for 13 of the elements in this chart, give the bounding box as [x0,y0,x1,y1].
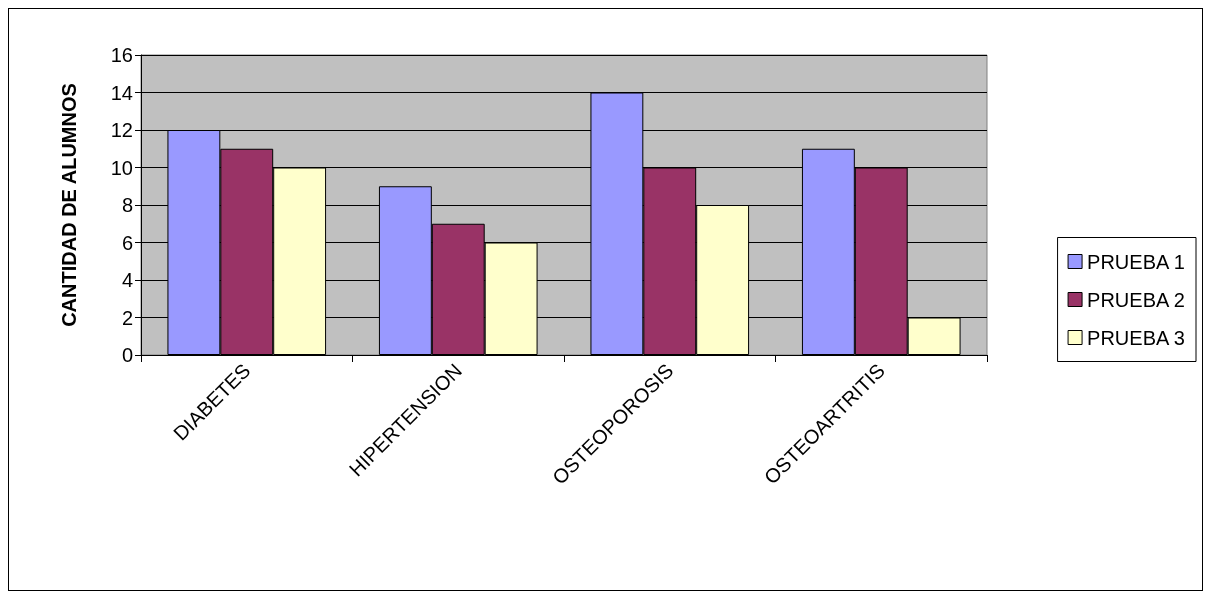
y-tick-label: 16 [110,44,133,66]
y-axis-title: CANTIDAD DE ALUMNOS [58,83,80,327]
y-tick-label: 4 [121,269,133,291]
legend-label: PRUEBA 3 [1087,326,1185,349]
y-tick-label: 14 [110,81,133,104]
y-tick-label: 2 [121,306,133,329]
y-tick-label: 10 [110,156,133,179]
y-tick-label: 0 [121,344,133,366]
legend-label: PRUEBA 2 [1087,288,1185,311]
legend-label: PRUEBA 1 [1087,250,1185,273]
y-tick-label: 12 [110,119,133,141]
y-tick-label: 8 [121,194,133,216]
y-tick-label: 6 [121,231,133,254]
